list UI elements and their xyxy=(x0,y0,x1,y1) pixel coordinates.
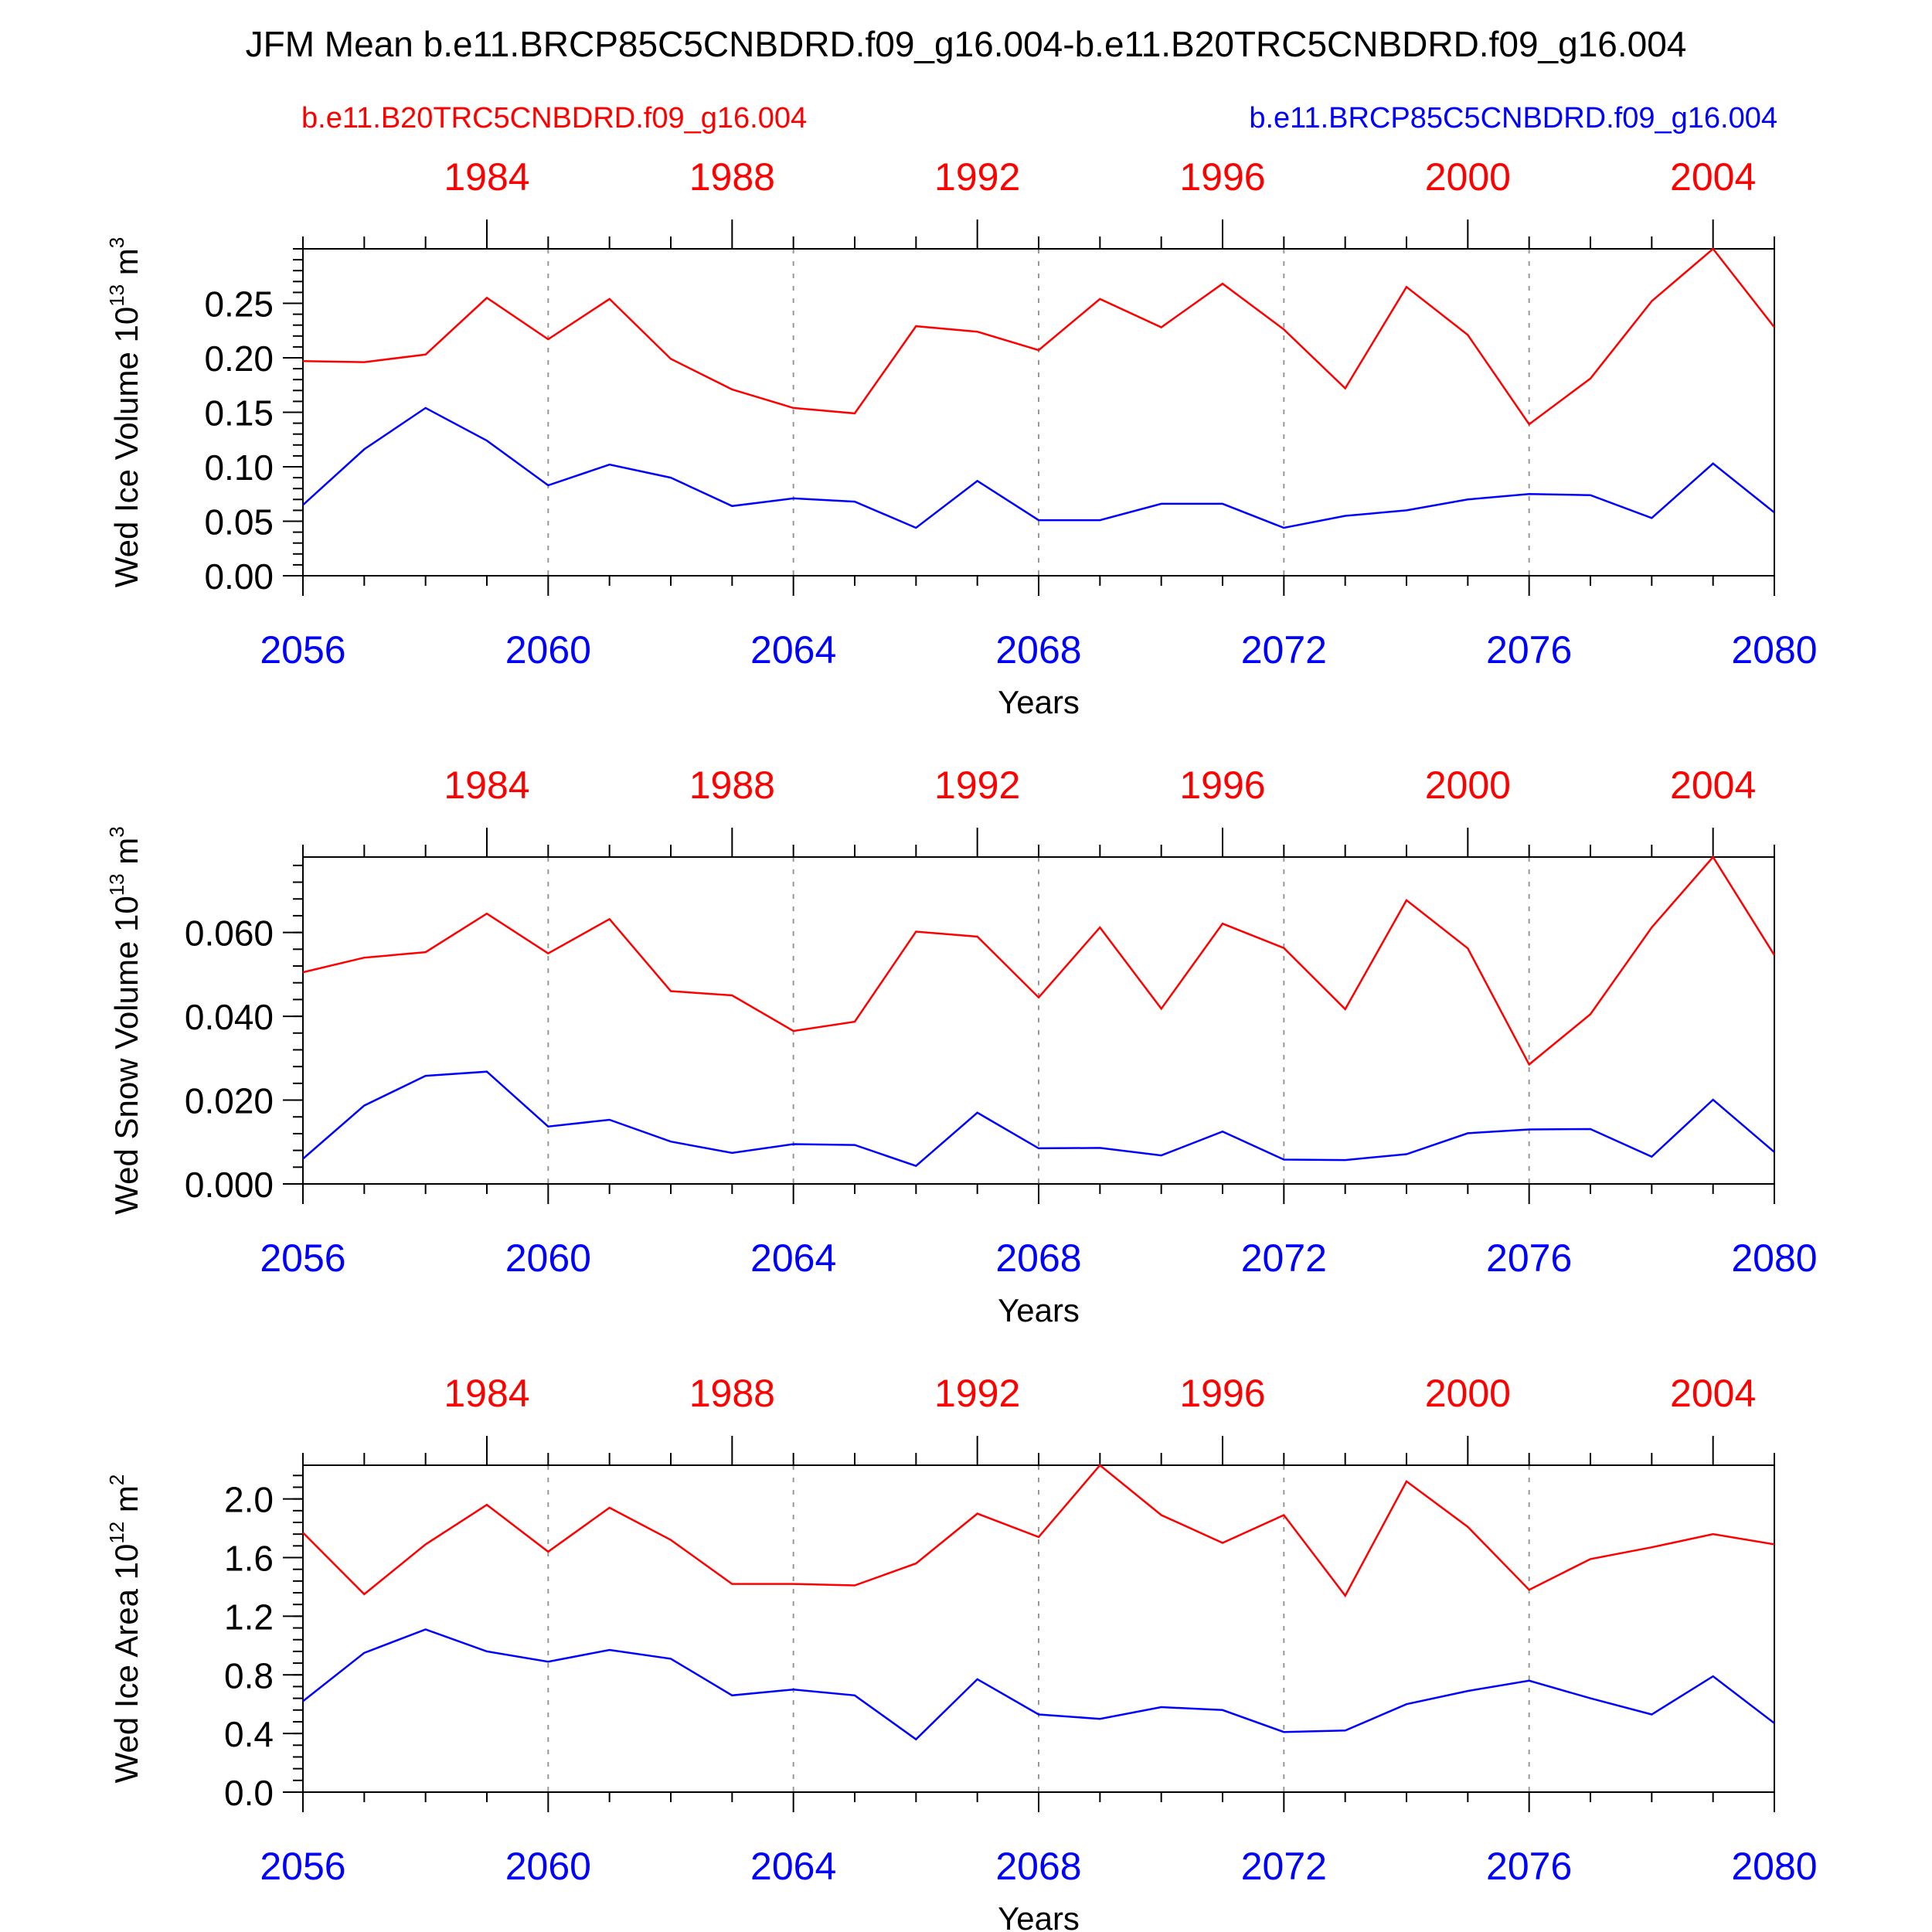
y-tick-label: 1.6 xyxy=(224,1539,274,1579)
x-top-tick-label: 1996 xyxy=(1179,764,1265,807)
y-tick-label: 0.00 xyxy=(204,556,274,597)
x-bottom-tick-label: 2068 xyxy=(995,1845,1081,1888)
x-top-tick-label: 2004 xyxy=(1670,764,1756,807)
x-bottom-tick-label: 2076 xyxy=(1486,1845,1572,1888)
x-top-tick-label: 1988 xyxy=(689,764,775,807)
x-top-tick-label: 1996 xyxy=(1179,155,1265,199)
y-tick-label: 0.15 xyxy=(204,393,274,434)
main-title: JFM Mean b.e11.BRCP85C5CNBDRD.f09_g16.00… xyxy=(245,24,1687,64)
x-top-tick-label: 2000 xyxy=(1425,1372,1511,1415)
x-bottom-tick-label: 2080 xyxy=(1731,1236,1817,1280)
x-bottom-tick-label: 2064 xyxy=(750,628,836,672)
series-line-historical xyxy=(302,855,1776,1066)
x-bottom-tick-label: 2080 xyxy=(1731,1845,1817,1888)
y-tick-label: 0.060 xyxy=(185,913,274,954)
x-top-tick-label: 1992 xyxy=(934,764,1020,807)
x-bottom-tick-label: 2060 xyxy=(505,1845,591,1888)
x-axis-title: Years xyxy=(998,1900,1080,1932)
y-tick-label: 1.2 xyxy=(224,1597,274,1637)
x-top-tick-label: 2004 xyxy=(1670,155,1756,199)
x-bottom-tick-label: 2056 xyxy=(260,1236,345,1280)
x-top-tick-label: 1984 xyxy=(444,155,529,199)
x-bottom-tick-label: 2072 xyxy=(1241,628,1327,672)
x-top-tick-label: 2000 xyxy=(1425,764,1511,807)
x-bottom-tick-label: 2056 xyxy=(260,1845,345,1888)
x-bottom-tick-label: 2064 xyxy=(750,1845,836,1888)
series-line-historical xyxy=(302,247,1775,426)
y-axis-title: Wed Ice Volume 1013 m3 xyxy=(105,237,145,588)
x-bottom-tick-label: 2056 xyxy=(260,628,345,672)
x-top-tick-label: 1996 xyxy=(1179,1372,1265,1415)
x-top-tick-label: 1984 xyxy=(444,1372,529,1415)
x-top-tick-label: 1984 xyxy=(444,764,529,807)
series-line-future xyxy=(302,406,1775,529)
series-line-future xyxy=(302,1070,1775,1168)
y-tick-label: 0.0 xyxy=(224,1773,274,1813)
x-axis-title: Years xyxy=(998,684,1080,720)
x-bottom-tick-label: 2072 xyxy=(1241,1236,1327,1280)
x-bottom-tick-label: 2060 xyxy=(505,1236,591,1280)
x-bottom-tick-label: 2080 xyxy=(1731,628,1817,672)
y-tick-label: 0.25 xyxy=(204,284,274,325)
panel-1: 2056 2060 2064 2068 2072 2076 2080 1984 1988 1992… xyxy=(105,155,1818,720)
y-tick-label: 0.05 xyxy=(204,502,274,543)
x-top-tick-label: 1992 xyxy=(934,155,1020,199)
y-tick-label: 0.20 xyxy=(204,338,274,379)
series-line-future xyxy=(302,1628,1775,1741)
x-top-tick-label: 1988 xyxy=(689,1372,775,1415)
series-line-historical xyxy=(302,1464,1775,1598)
x-top-tick-label: 2004 xyxy=(1670,1372,1756,1415)
x-bottom-tick-label: 2076 xyxy=(1486,628,1572,672)
y-tick-label: 0.8 xyxy=(224,1655,274,1696)
y-axis-title: Wed Ice Area 1012 m2 xyxy=(105,1475,145,1784)
y-tick-label: 2.0 xyxy=(224,1480,274,1520)
y-tick-label: 0.020 xyxy=(185,1081,274,1121)
future-case-label: b.e11.BRCP85C5CNBDRD.f09_g16.004 xyxy=(1249,102,1777,134)
x-top-tick-label: 1988 xyxy=(689,155,775,199)
y-axis-title: Wed Snow Volume 1013 m3 xyxy=(105,826,145,1215)
x-bottom-tick-label: 2072 xyxy=(1241,1845,1327,1888)
y-tick-label: 0.10 xyxy=(204,447,274,488)
historical-case-label: b.e11.B20TRC5CNBDRD.f09_g16.004 xyxy=(301,102,808,134)
x-bottom-tick-label: 2068 xyxy=(995,628,1081,672)
panel-3: 2056 2060 2064 2068 2072 2076 2080 1984 1988 1992… xyxy=(105,1372,1818,1932)
x-bottom-tick-label: 2076 xyxy=(1486,1236,1572,1280)
x-axis-title: Years xyxy=(998,1292,1080,1328)
panel-2: 2056 2060 2064 2068 2072 2076 2080 1984 1988 1992… xyxy=(105,764,1818,1328)
x-top-tick-label: 1992 xyxy=(934,1372,1020,1415)
x-top-tick-label: 2000 xyxy=(1425,155,1511,199)
y-tick-label: 0.040 xyxy=(185,997,274,1037)
x-bottom-tick-label: 2060 xyxy=(505,628,591,672)
y-tick-label: 0.4 xyxy=(224,1714,274,1754)
x-bottom-tick-label: 2068 xyxy=(995,1236,1081,1280)
y-tick-label: 0.000 xyxy=(185,1165,274,1205)
x-bottom-tick-label: 2064 xyxy=(750,1236,836,1280)
